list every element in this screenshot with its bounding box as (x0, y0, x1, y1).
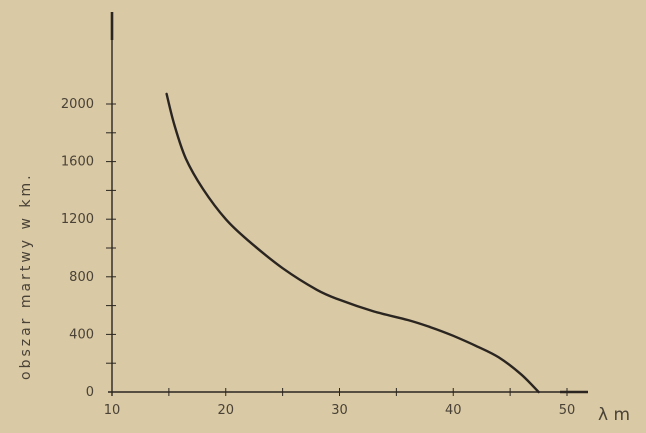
x-tick-label: 40 (445, 403, 462, 418)
y-tick-label: 1600 (61, 155, 94, 170)
y-tick-label: 2000 (61, 97, 94, 112)
y-axis-label: obszar martwy w km. (18, 172, 34, 380)
axes-group (108, 12, 588, 396)
y-tick-label: 400 (69, 327, 94, 342)
y-tick-label: 800 (69, 270, 94, 285)
y-tick-label: 0 (86, 385, 94, 400)
x-ticks-group: 10 20 30 40 50 (104, 388, 576, 418)
x-axis-label: λ m (598, 405, 630, 425)
x-tick-label: 10 (104, 403, 121, 418)
series-line-0 (165, 92, 540, 394)
x-tick-label: 20 (217, 403, 234, 418)
x-tick-label: 30 (331, 403, 348, 418)
x-tick-label: 50 (559, 403, 576, 418)
series-group (165, 92, 540, 394)
y-ticks-group: 0 400 800 1200 1600 2000 (61, 97, 116, 400)
y-tick-label: 1200 (61, 212, 94, 227)
